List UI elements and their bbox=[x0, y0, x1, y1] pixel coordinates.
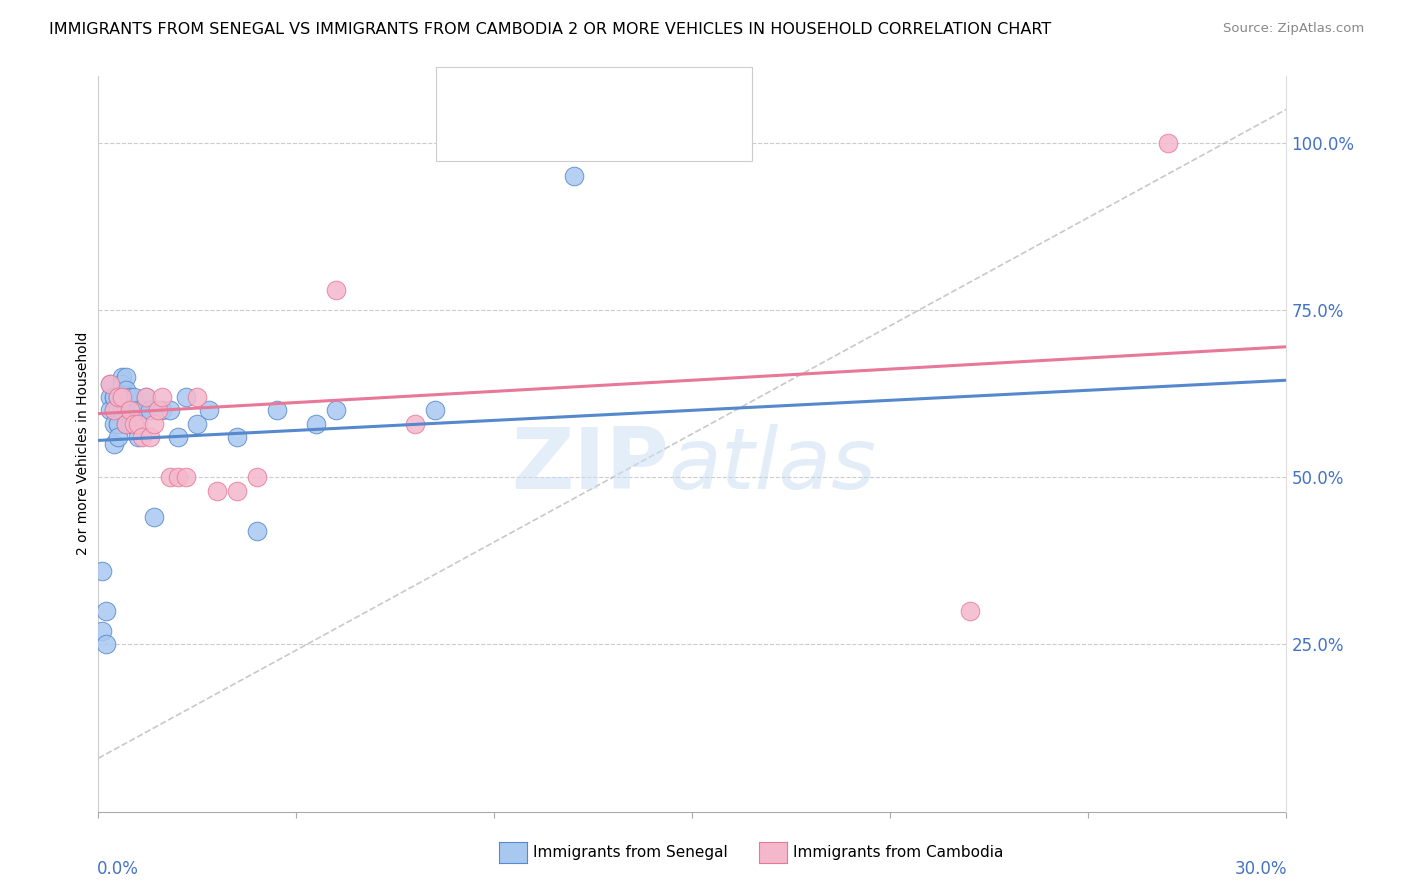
Text: 0.203: 0.203 bbox=[526, 88, 574, 103]
Text: IMMIGRANTS FROM SENEGAL VS IMMIGRANTS FROM CAMBODIA 2 OR MORE VEHICLES IN HOUSEH: IMMIGRANTS FROM SENEGAL VS IMMIGRANTS FR… bbox=[49, 22, 1052, 37]
Point bbox=[91, 564, 114, 578]
Point bbox=[115, 417, 138, 431]
Point bbox=[98, 390, 121, 404]
Point bbox=[404, 417, 426, 431]
Y-axis label: 2 or more Vehicles in Household: 2 or more Vehicles in Household bbox=[76, 332, 90, 556]
Point bbox=[98, 376, 121, 391]
Point bbox=[174, 470, 197, 484]
Point bbox=[423, 403, 446, 417]
Point bbox=[122, 390, 145, 404]
Point bbox=[111, 403, 134, 417]
Point bbox=[146, 403, 169, 417]
Point bbox=[103, 390, 125, 404]
Point bbox=[103, 417, 125, 431]
Text: Immigrants from Cambodia: Immigrants from Cambodia bbox=[793, 846, 1004, 860]
Point bbox=[107, 390, 129, 404]
Point bbox=[150, 403, 173, 417]
Point bbox=[1156, 136, 1178, 150]
Text: N =: N = bbox=[583, 88, 613, 103]
Point bbox=[139, 403, 162, 417]
Point bbox=[107, 390, 129, 404]
Point bbox=[91, 624, 114, 639]
Point bbox=[246, 470, 269, 484]
Point bbox=[305, 417, 328, 431]
Text: 27: 27 bbox=[620, 127, 641, 141]
Point bbox=[131, 403, 153, 417]
Text: Source: ZipAtlas.com: Source: ZipAtlas.com bbox=[1223, 22, 1364, 36]
Text: atlas: atlas bbox=[669, 425, 877, 508]
Point bbox=[325, 283, 347, 297]
Point bbox=[107, 430, 129, 444]
Point bbox=[122, 417, 145, 431]
Point bbox=[205, 483, 228, 498]
Point bbox=[103, 436, 125, 450]
Point bbox=[111, 376, 134, 391]
Text: ZIP: ZIP bbox=[510, 425, 669, 508]
Point bbox=[135, 390, 157, 404]
Point bbox=[266, 403, 288, 417]
Point bbox=[127, 430, 149, 444]
Point bbox=[107, 417, 129, 431]
Text: N =: N = bbox=[583, 127, 613, 141]
Point bbox=[107, 417, 129, 431]
Point bbox=[111, 390, 134, 404]
Point bbox=[150, 390, 173, 404]
Point bbox=[103, 390, 125, 404]
Text: 0.0%: 0.0% bbox=[97, 860, 139, 878]
Point bbox=[159, 470, 181, 484]
Text: R =: R = bbox=[489, 127, 517, 141]
Point bbox=[115, 403, 138, 417]
Point bbox=[127, 417, 149, 431]
Point bbox=[120, 403, 142, 417]
Point bbox=[159, 403, 181, 417]
Point bbox=[96, 604, 118, 618]
Point bbox=[120, 390, 142, 404]
Point bbox=[115, 384, 138, 398]
Point bbox=[174, 390, 197, 404]
Text: 0.130: 0.130 bbox=[526, 127, 574, 141]
Point bbox=[111, 390, 134, 404]
Text: 51: 51 bbox=[620, 88, 641, 103]
Point bbox=[226, 430, 249, 444]
Point bbox=[562, 169, 585, 184]
Point bbox=[226, 483, 249, 498]
Point bbox=[103, 403, 125, 417]
Point bbox=[166, 430, 188, 444]
Point bbox=[135, 390, 157, 404]
Point bbox=[325, 403, 347, 417]
Text: Immigrants from Senegal: Immigrants from Senegal bbox=[533, 846, 728, 860]
Point bbox=[142, 510, 165, 524]
Point bbox=[959, 604, 981, 618]
Point bbox=[111, 369, 134, 384]
Point bbox=[98, 376, 121, 391]
Point bbox=[115, 417, 138, 431]
Point bbox=[186, 390, 208, 404]
Point bbox=[198, 403, 221, 417]
Point bbox=[142, 417, 165, 431]
Point bbox=[111, 390, 134, 404]
Point bbox=[96, 637, 118, 651]
Point bbox=[98, 403, 121, 417]
Point bbox=[115, 369, 138, 384]
Point bbox=[166, 470, 188, 484]
Point bbox=[186, 417, 208, 431]
Point bbox=[120, 403, 142, 417]
Point bbox=[139, 430, 162, 444]
Point bbox=[122, 417, 145, 431]
Point bbox=[246, 524, 269, 538]
Point bbox=[103, 403, 125, 417]
Point bbox=[120, 417, 142, 431]
Point bbox=[107, 390, 129, 404]
Point bbox=[107, 403, 129, 417]
Text: R =: R = bbox=[489, 88, 517, 103]
Point bbox=[131, 430, 153, 444]
Point bbox=[127, 403, 149, 417]
Text: 30.0%: 30.0% bbox=[1236, 860, 1288, 878]
